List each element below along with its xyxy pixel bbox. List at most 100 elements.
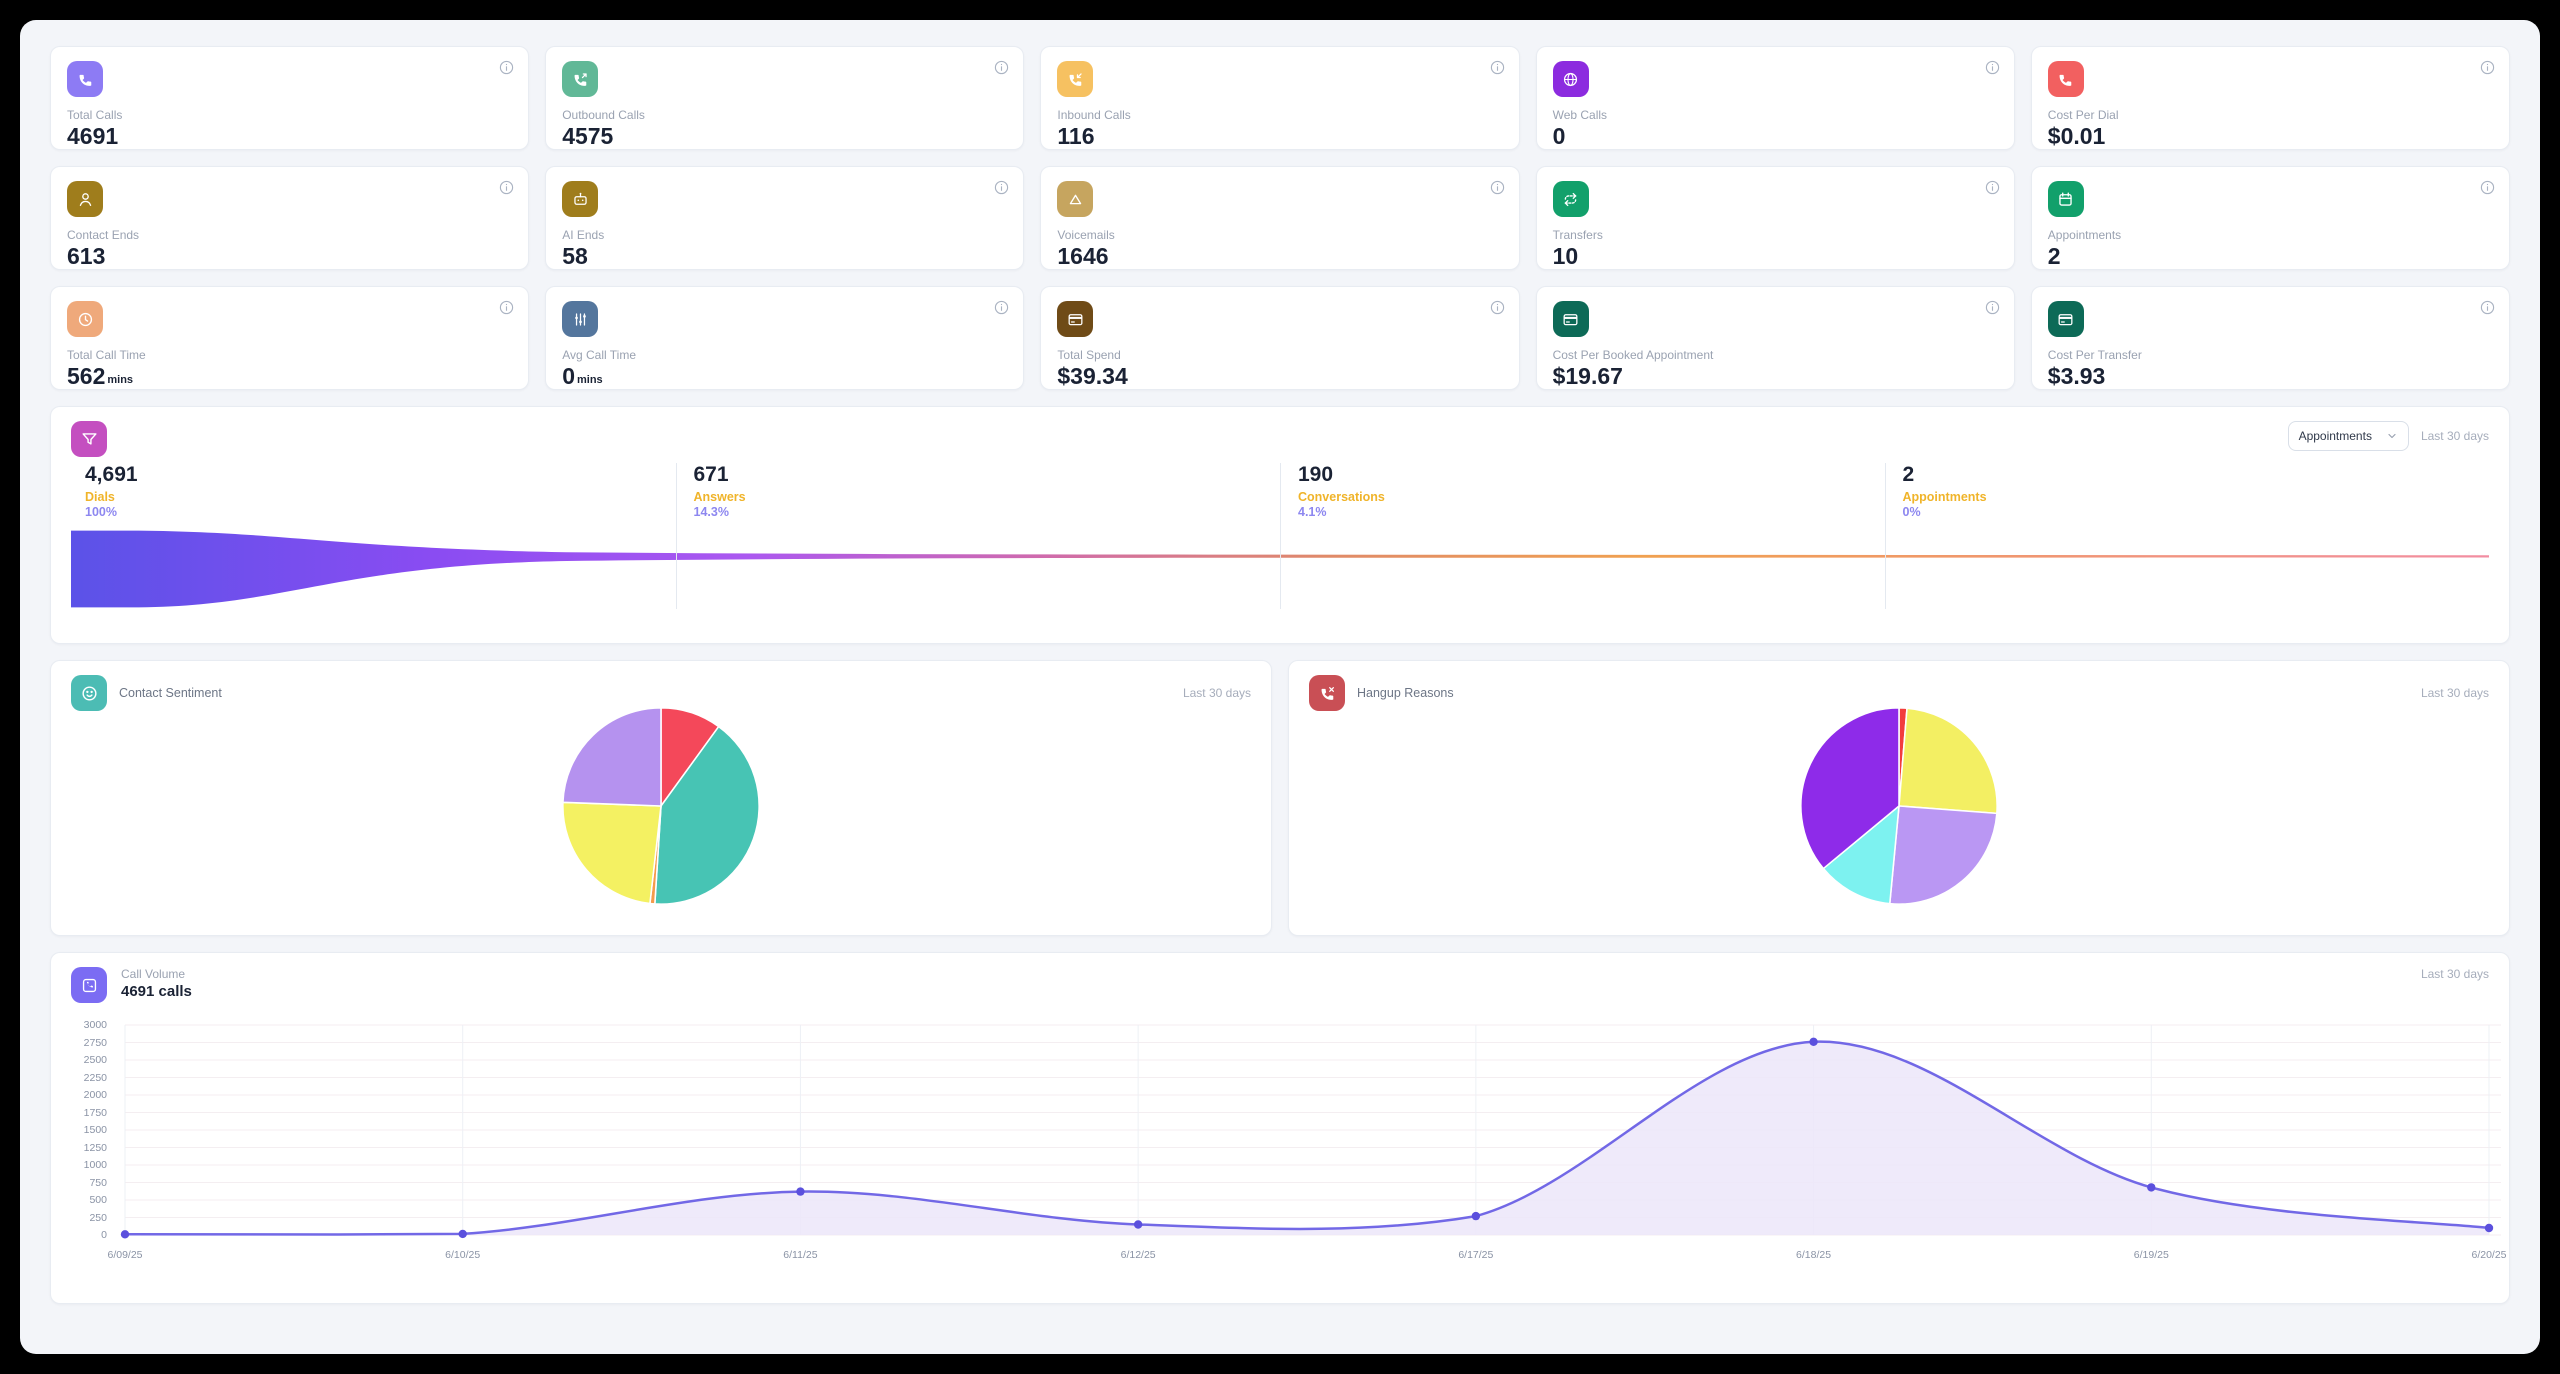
data-point[interactable] bbox=[1471, 1211, 1481, 1221]
kpi-label: Outbound Calls bbox=[562, 108, 645, 122]
stage-percent: 0% bbox=[1902, 505, 1921, 519]
x-tick-label: 6/09/25 bbox=[107, 1249, 143, 1261]
kpi-value: 0 mins bbox=[562, 363, 603, 389]
kpi-label: Total Calls bbox=[67, 108, 123, 122]
kpi-label: Cost Per Dial bbox=[2047, 108, 2119, 122]
funnel-metric-value: Appointments bbox=[2298, 429, 2372, 443]
hangup-reasons-card: Hangup Reasons Last 30 days bbox=[1288, 660, 2510, 936]
funnel-chart[interactable]: 4,691 Dials 100% 671 Answers 14.3% 190 Conversa… bbox=[71, 463, 2489, 653]
data-point[interactable] bbox=[1133, 1220, 1143, 1229]
pie-slice[interactable] bbox=[1800, 707, 1900, 870]
data-point[interactable] bbox=[796, 1187, 805, 1196]
kpi-value: $19.67 bbox=[1552, 363, 1623, 389]
kpi-label: Web Calls bbox=[1552, 108, 1608, 122]
pie-slice[interactable] bbox=[654, 725, 760, 905]
info-icon[interactable] bbox=[1489, 179, 1506, 196]
info-icon[interactable] bbox=[993, 179, 1010, 196]
info-icon[interactable] bbox=[1489, 59, 1506, 76]
info-icon[interactable] bbox=[1984, 299, 2001, 316]
range-label: Last 30 days bbox=[2420, 429, 2489, 443]
stage-label: Conversations bbox=[1298, 490, 1385, 504]
credit-card-icon bbox=[1057, 301, 1094, 337]
info-icon[interactable] bbox=[993, 59, 1010, 76]
kpi-label: AI Ends bbox=[562, 228, 605, 242]
info-icon[interactable] bbox=[2479, 179, 2496, 196]
info-icon[interactable] bbox=[498, 59, 515, 76]
stage-divider bbox=[1884, 463, 1886, 609]
info-icon[interactable] bbox=[1984, 59, 2001, 76]
stage-percent: 14.3% bbox=[693, 505, 729, 519]
data-point[interactable] bbox=[458, 1229, 467, 1239]
phone-square-icon bbox=[71, 967, 107, 1003]
info-icon[interactable] bbox=[993, 299, 1010, 316]
pie-slice[interactable] bbox=[562, 707, 662, 807]
stage-percent: 100% bbox=[85, 505, 117, 519]
user-icon bbox=[67, 181, 103, 217]
kpi-value: 58 bbox=[562, 243, 588, 269]
pie-slice[interactable] bbox=[562, 801, 662, 905]
kpi-card-appointments: Appointments 2 bbox=[2030, 166, 2510, 270]
phone-incoming-icon bbox=[1057, 61, 1094, 97]
kpi-value: $39.34 bbox=[1057, 363, 1128, 389]
y-tick-label: 1250 bbox=[83, 1141, 107, 1154]
x-tick-label: 6/18/25 bbox=[1796, 1249, 1832, 1261]
data-point[interactable] bbox=[1809, 1037, 1818, 1046]
phone-outgoing-icon bbox=[562, 61, 599, 97]
data-point[interactable] bbox=[2484, 1223, 2494, 1233]
kpi-value: 2 bbox=[2047, 243, 2061, 269]
area-chart-svg bbox=[120, 1024, 2501, 1239]
bot-icon bbox=[562, 181, 599, 217]
x-tick-label: 6/17/25 bbox=[1458, 1249, 1494, 1261]
funnel-metric-select[interactable]: Appointments bbox=[2287, 421, 2409, 451]
y-axis-labels: 0 250 500 750 1000 1250 1500 1750 2000 2250 2500 27… bbox=[71, 1019, 115, 1245]
contact-sentiment-pie[interactable] bbox=[558, 703, 764, 909]
kpi-grid: Total Calls 4691 Outbound Calls 4575 Inbound… bbox=[50, 46, 2510, 390]
kpi-value: 116 bbox=[1057, 123, 1095, 149]
info-icon[interactable] bbox=[2479, 299, 2496, 316]
kpi-value: 4691 bbox=[67, 123, 119, 149]
info-icon[interactable] bbox=[1984, 179, 2001, 196]
contact-sentiment-card: Contact Sentiment Last 30 days bbox=[50, 660, 1272, 936]
funnel-card: Appointments Last 30 days 4,691 Dials 100%… bbox=[50, 406, 2510, 644]
x-tick-label: 6/19/25 bbox=[2133, 1249, 2169, 1261]
info-icon[interactable] bbox=[1489, 299, 1506, 316]
kpi-card-avg-call-time: Avg Call Time 0 mins bbox=[545, 286, 1025, 390]
data-point[interactable] bbox=[120, 1230, 130, 1239]
kpi-card-total-call-time: Total Call Time 562 mins bbox=[50, 286, 530, 390]
pie-slice[interactable] bbox=[1898, 707, 1998, 815]
stage-divider bbox=[1280, 463, 1281, 609]
smiley-icon bbox=[71, 675, 107, 711]
kpi-card-web-calls: Web Calls 0 bbox=[1535, 46, 2015, 150]
info-icon[interactable] bbox=[498, 299, 515, 316]
funnel-stage-answers: 671 Answers 14.3% bbox=[676, 463, 1281, 519]
kpi-card-total-calls: Total Calls 4691 bbox=[50, 46, 530, 150]
stage-value: 4,691 bbox=[85, 463, 138, 486]
data-point[interactable] bbox=[2147, 1183, 2156, 1192]
globe-icon bbox=[1552, 61, 1589, 97]
call-volume-chart[interactable]: 0 250 500 750 1000 1250 1500 1750 2000 2250 2500 27… bbox=[71, 1019, 2507, 1269]
pie-slice[interactable] bbox=[1888, 805, 1998, 905]
pie-slice[interactable] bbox=[1822, 805, 1900, 905]
kpi-label: Total Call Time bbox=[67, 348, 146, 362]
kpi-card-transfers: Transfers 10 bbox=[1535, 166, 2015, 270]
kpi-value: 4575 bbox=[562, 123, 614, 149]
y-tick-label: 250 bbox=[89, 1211, 107, 1224]
funnel-stage-conversations: 190 Conversations 4.1% bbox=[1280, 463, 1885, 519]
kpi-value: 10 bbox=[1552, 243, 1579, 269]
kpi-label: Inbound Calls bbox=[1057, 108, 1131, 122]
dashboard: Total Calls 4691 Outbound Calls 4575 Inbound… bbox=[20, 20, 2540, 1354]
y-tick-label: 1750 bbox=[83, 1106, 107, 1119]
kpi-card-voicemails: Voicemails 1646 bbox=[1040, 166, 1520, 270]
stage-divider bbox=[675, 463, 677, 609]
stage-label: Appointments bbox=[1902, 490, 1987, 504]
info-icon[interactable] bbox=[498, 179, 515, 196]
hangup-reasons-pie[interactable] bbox=[1796, 703, 2002, 909]
y-tick-label: 2000 bbox=[83, 1089, 107, 1101]
phone-icon bbox=[67, 61, 103, 97]
voicemail-icon bbox=[1057, 181, 1094, 217]
kpi-card-cost-per-dial: Cost Per Dial $0.01 bbox=[2030, 46, 2510, 150]
call-volume-card: Call Volume 4691 calls Last 30 days 0 250… bbox=[50, 952, 2510, 1304]
kpi-label: Appointments bbox=[2047, 228, 2122, 242]
info-icon[interactable] bbox=[2479, 59, 2496, 76]
kpi-label: Voicemails bbox=[1057, 228, 1115, 242]
